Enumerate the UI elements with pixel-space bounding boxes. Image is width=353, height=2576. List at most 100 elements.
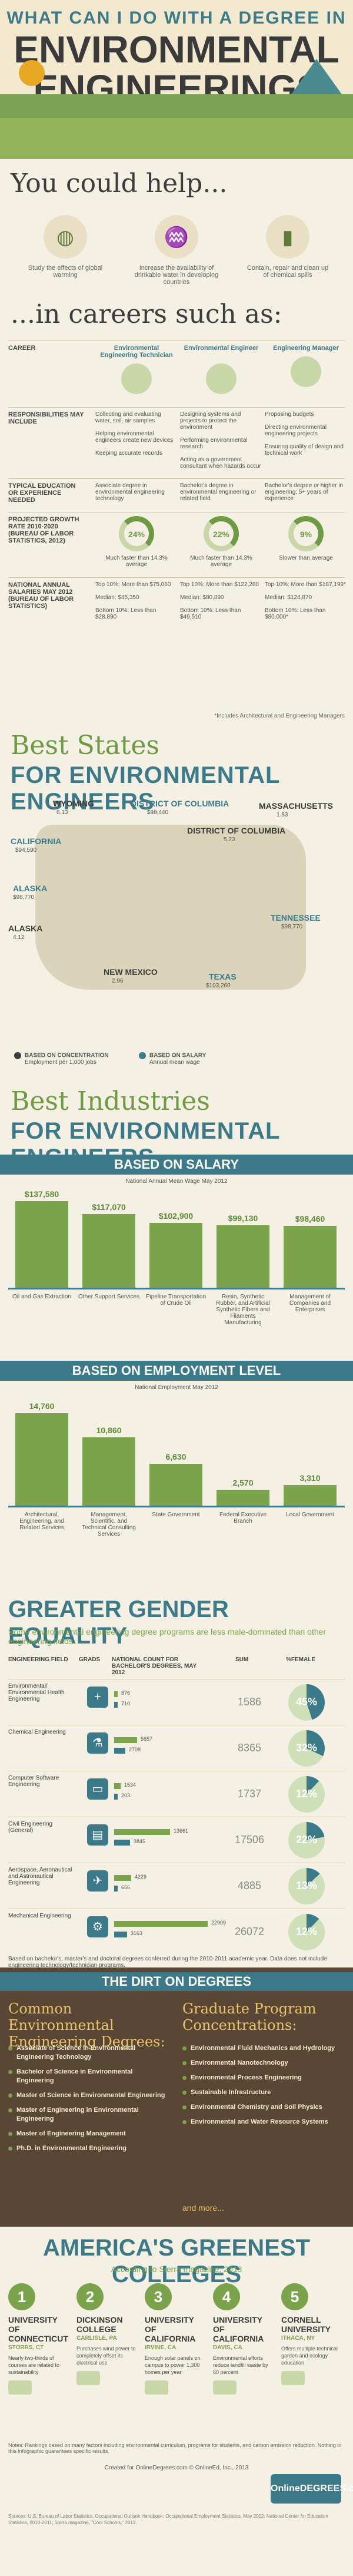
employment-label: Local Government [286, 1512, 334, 1518]
employment-label: State Government [152, 1512, 200, 1518]
recycle-icon [213, 2380, 237, 2395]
female-pct: 22% [295, 1834, 318, 1846]
female-bar [114, 1886, 118, 1892]
college-name: UNIVERSITY OF CALIFORNIA [145, 2315, 196, 2343]
female-value: 3845 [134, 1838, 146, 1844]
sum-value: 1586 [237, 1696, 262, 1708]
legend-concentration: BASED ON CONCENTRATION Employment per 1,0… [14, 1052, 109, 1066]
employment-value: 2,570 [232, 1478, 254, 1487]
education: Associate degree in environmental engine… [95, 482, 165, 502]
college-desc: Purchases wind power to completely offse… [76, 2346, 136, 2366]
employment-label: Federal Executive Branch [219, 1512, 267, 1525]
salary-value: $102,900 [158, 1211, 194, 1221]
education: Bachelor's degree in environmental engin… [180, 482, 257, 502]
male-value: 1534 [124, 1782, 136, 1788]
salary-note: National Annual Mean Wage May 2012 [125, 1178, 228, 1185]
concentrations-title: Graduate Program Concentrations: [182, 2000, 317, 2033]
list-item: Master of Engineering in Environmental E… [8, 2106, 167, 2124]
best-industries: Best Industries FOR ENVIRONMENTAL ENGINE… [0, 1084, 353, 1590]
education: Bachelor's degree or higher in engineeri… [265, 482, 344, 502]
careers-table: CAREER Environmental Engineering Technic… [0, 336, 353, 725]
career-title: Environmental Engineering Technician [100, 345, 173, 359]
mountain-icon [287, 59, 346, 100]
state-label: DISTRICT OF COLUMBIA [187, 826, 286, 835]
gender-title: GREATER GENDER EQUALITY [8, 1596, 229, 1649]
male-bar [114, 1829, 170, 1835]
sprout-icon [206, 363, 237, 394]
state-label: TEXAS [209, 972, 237, 981]
responsibilities: Collecting and evaluating water, soil, a… [95, 411, 174, 457]
college-location: STORRS, CT [8, 2344, 44, 2351]
growth: 9% Slower than average [265, 516, 347, 561]
college-desc: Nearly two-thirds of courses are related… [8, 2355, 60, 2375]
employment-value: 3,310 [299, 1473, 321, 1483]
degrees-list: Associate of Science in Environmental En… [8, 2044, 167, 2159]
career-row: TYPICAL EDUCATION OR EXPERIENCE NEEDED A… [8, 478, 345, 512]
responsibilities: Designing systems and projects to protec… [180, 411, 261, 469]
degrees-title: Common Environmental Engineering Degrees… [8, 2000, 165, 2050]
female-bar [114, 1840, 130, 1846]
salary-label: Management of Companies and Enterprises [289, 1294, 331, 1313]
responsibilities: Proposing budgets Directing environmenta… [265, 411, 344, 457]
state-value: $103,260 [206, 983, 231, 989]
sum-value: 17506 [234, 1834, 265, 1846]
career-row: PROJECTED GROWTH RATE 2010-2020 (BUREAU … [8, 512, 345, 577]
state-value: $98,770 [281, 924, 303, 930]
college-desc: Offers multiple technical garden and eco… [281, 2346, 338, 2366]
male-value: 876 [121, 1690, 131, 1696]
greenest-colleges: AMERICA'S GREENEST COLLEGES According to… [0, 2227, 353, 2576]
college-location: CARLISLE, PA [76, 2335, 117, 2342]
legend-dot [14, 1052, 21, 1059]
row-label: PROJECTED GROWTH RATE 2010-2020 (BUREAU … [8, 516, 79, 544]
rank-badge: 1 [8, 2283, 35, 2310]
female-bar [114, 1794, 118, 1800]
salary: Top 10%: More than $75,060 Median: $45,35… [95, 581, 171, 620]
leaf-icon [281, 2371, 305, 2385]
list-item: Environmental Process Engineering [182, 2074, 341, 2082]
gender-equality: GREATER GENDER EQUALITY Some environment… [0, 1590, 353, 1967]
list-item: Environmental and Water Resource Systems [182, 2118, 341, 2127]
college-name: UNIVERSITY OF CALIFORNIA [213, 2315, 264, 2343]
college-name: CORNELL UNIVERSITY [281, 2315, 331, 2334]
employment-value: 6,630 [165, 1452, 187, 1461]
and-more: and more... [182, 2203, 224, 2213]
row-label: CAREER [8, 345, 36, 352]
help-item: ▮ Contain, repair and clean up of chemic… [244, 215, 332, 279]
help-title: You could help... [11, 168, 228, 199]
onlinedegrees-logo[interactable]: OnlineDEGREES.com [271, 2474, 353, 2504]
rank-badge: 3 [145, 2283, 172, 2310]
solar-panel-icon [145, 2380, 168, 2395]
field-name: Environmental/ Environmental Health Engi… [8, 1683, 65, 1702]
sun-icon [19, 60, 45, 86]
female-pie: 13% [288, 1868, 325, 1904]
grass-illustration [0, 118, 353, 159]
employment-value: 14,760 [29, 1401, 55, 1411]
gender-row: Environmental/ Environmental Health Engi… [8, 1679, 345, 1727]
wind-turbine-icon [76, 2371, 100, 2385]
female-pie: 12% [288, 1914, 325, 1950]
salary-bar [284, 1226, 337, 1288]
salary-value: $98,460 [295, 1214, 325, 1223]
growth-donut: 24% [119, 516, 154, 551]
state-value: 6.13 [56, 809, 68, 816]
college-location: IRVINE, CA [145, 2344, 176, 2351]
help-item: ◍ Study the effects of global warming [21, 215, 109, 279]
list-item: Ph.D. in Environmental Engineering [8, 2144, 167, 2153]
field-icon: ⚙ [87, 1916, 108, 1937]
growth-donut: 9% [288, 516, 324, 551]
female-value: 203 [121, 1793, 131, 1798]
college-desc: Environmental efforts reduce landfill wa… [213, 2355, 268, 2375]
female-pct: 12% [295, 1788, 318, 1800]
help-item-text: Contain, repair and clean up of chemical… [247, 264, 329, 279]
industries-title: Best Industries [11, 1086, 210, 1116]
gender-row: Mechanical Engineering ⚙ 22909 3163 26072 12% [8, 1909, 345, 1956]
salary-value: $137,580 [24, 1189, 59, 1199]
college-name: UNIVERSITY OF CONNECTICUT [8, 2315, 68, 2343]
college-card: 1 UNIVERSITY OF CONNECTICUT STORRS, CT N… [8, 2283, 69, 2395]
career-title: Environmental Engineer [184, 345, 259, 352]
employment-label: Management, Scientific, and Technical Co… [82, 1512, 136, 1537]
salary-bar [217, 1225, 269, 1288]
college-location: ITHACA, NY [281, 2335, 315, 2342]
growth-donut: 22% [204, 516, 239, 551]
